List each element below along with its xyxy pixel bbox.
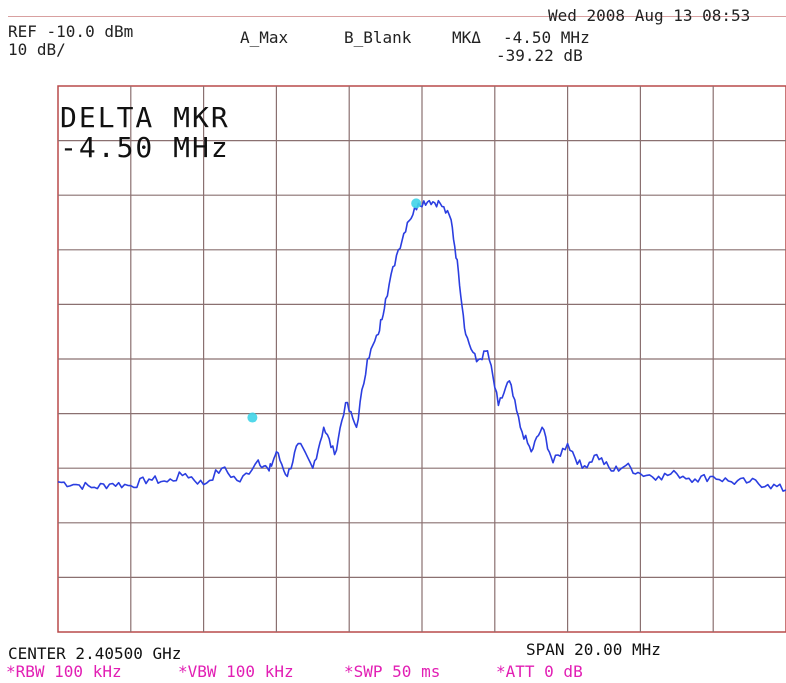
sweep-setting: *SWP 50 ms <box>344 662 441 681</box>
vbw-setting: *VBW 100 kHz <box>178 662 294 681</box>
ref-level-readout: REF -10.0 dBm <box>8 22 134 41</box>
date-time: Wed 2008 Aug 13 08:53 <box>548 6 751 25</box>
marker-delta-amplitude: -39.22 dB <box>496 46 583 65</box>
trace-a-line <box>57 199 786 492</box>
span: SPAN 20.00 MHz <box>526 640 661 659</box>
center-frequency: CENTER 2.40500 GHz <box>8 644 182 663</box>
marker-delta-frequency: -4.50 MHz <box>503 28 590 47</box>
attenuation-setting: *ATT 0 dB <box>496 662 583 681</box>
trace-a-mode: A_Max <box>240 28 289 47</box>
marker-delta-label: MKΔ <box>452 28 481 47</box>
reference-marker <box>411 198 422 209</box>
trace-b-mode: B_Blank <box>344 28 412 47</box>
delta-marker <box>247 412 258 423</box>
delta-marker-title: DELTA MKR <box>60 101 230 134</box>
scale-readout: 10 dB/ <box>8 40 66 59</box>
markers <box>247 198 422 423</box>
rbw-setting: *RBW 100 kHz <box>6 662 122 681</box>
delta-marker-value: -4.50 MHz <box>60 131 230 164</box>
header-rule <box>8 16 786 17</box>
graticule <box>57 85 786 633</box>
